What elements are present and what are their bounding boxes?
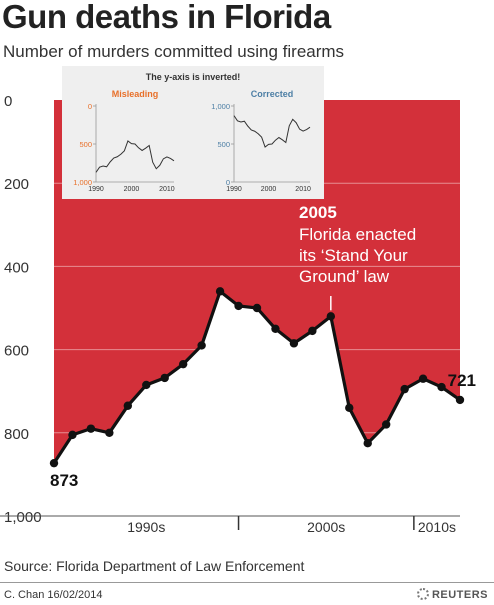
data-point <box>437 383 445 391</box>
data-point <box>234 302 242 310</box>
inset-y-tick-label: 1,000 <box>211 102 230 111</box>
data-point <box>161 374 169 382</box>
reuters-dots-icon <box>417 588 429 600</box>
x-group-label: 1990s <box>127 519 165 535</box>
y-tick-label: 0 <box>4 93 12 110</box>
inset-series-line <box>96 141 174 172</box>
reuters-logo: REUTERS <box>417 588 488 601</box>
y-tick-label: 600 <box>4 343 29 360</box>
inset-panel: The y-axis is inverted! Misleading 0 500 1,… <box>62 66 324 199</box>
inset-charts: Misleading 0 500 1,000 1990 2000 2010 Corrected… <box>62 66 324 199</box>
y-tick-label: 800 <box>4 426 29 443</box>
chart-subtitle: Number of murders committed using firear… <box>3 42 344 62</box>
inset-title: Corrected <box>251 89 294 99</box>
inset-x-tick-label: 2000 <box>124 186 140 193</box>
data-label: 873 <box>50 471 78 490</box>
data-label: 721 <box>448 371 476 390</box>
data-point <box>290 339 298 347</box>
data-point <box>216 287 224 295</box>
inset-y-tick-label: 0 <box>88 102 92 111</box>
data-point <box>142 381 150 389</box>
inset-y-tick-label: 500 <box>79 140 92 149</box>
data-point <box>50 459 58 467</box>
inset-series-line <box>234 116 310 147</box>
data-point <box>197 341 205 349</box>
y-tick-label: 400 <box>4 259 29 276</box>
inset-x-tick-label: 2010 <box>295 186 311 193</box>
data-point <box>382 420 390 428</box>
annotation-text: Ground’ law <box>299 267 390 286</box>
data-point <box>308 327 316 335</box>
data-point <box>253 304 261 312</box>
data-point <box>419 375 427 383</box>
data-point <box>271 325 279 333</box>
data-point <box>400 385 408 393</box>
x-group-label: 2000s <box>307 519 345 535</box>
credit-line: C. Chan 16/02/2014 <box>4 589 102 601</box>
chart-title: Gun deaths in Florida <box>2 0 331 36</box>
annotation-year: 2005 <box>299 203 337 222</box>
y-tick-label: 200 <box>4 176 29 193</box>
annotation-text: its ‘Stand Your <box>299 246 408 265</box>
inset-y-tick-label: 500 <box>217 140 230 149</box>
inset-x-tick-label: 1990 <box>88 186 104 193</box>
inset-note: The y-axis is inverted! <box>62 72 324 82</box>
data-point <box>456 396 464 404</box>
data-point <box>179 360 187 368</box>
data-point <box>87 424 95 432</box>
data-point <box>345 404 353 412</box>
data-point <box>327 312 335 320</box>
annotation-text: Florida enacted <box>299 225 416 244</box>
data-point <box>364 439 372 447</box>
brand-name: REUTERS <box>432 589 488 601</box>
inset-x-tick-label: 2000 <box>261 186 277 193</box>
data-point <box>124 402 132 410</box>
inset-x-tick-label: 2010 <box>159 186 175 193</box>
data-point <box>105 429 113 437</box>
source-note: Source: Florida Department of Law Enforc… <box>4 558 304 574</box>
inset-x-tick-label: 1990 <box>226 186 242 193</box>
footer-divider <box>0 582 494 583</box>
inset-title: Misleading <box>112 89 159 99</box>
x-group-label: 2010s <box>418 519 456 535</box>
data-point <box>68 431 76 439</box>
y-tick-label: 1,000 <box>4 509 42 526</box>
